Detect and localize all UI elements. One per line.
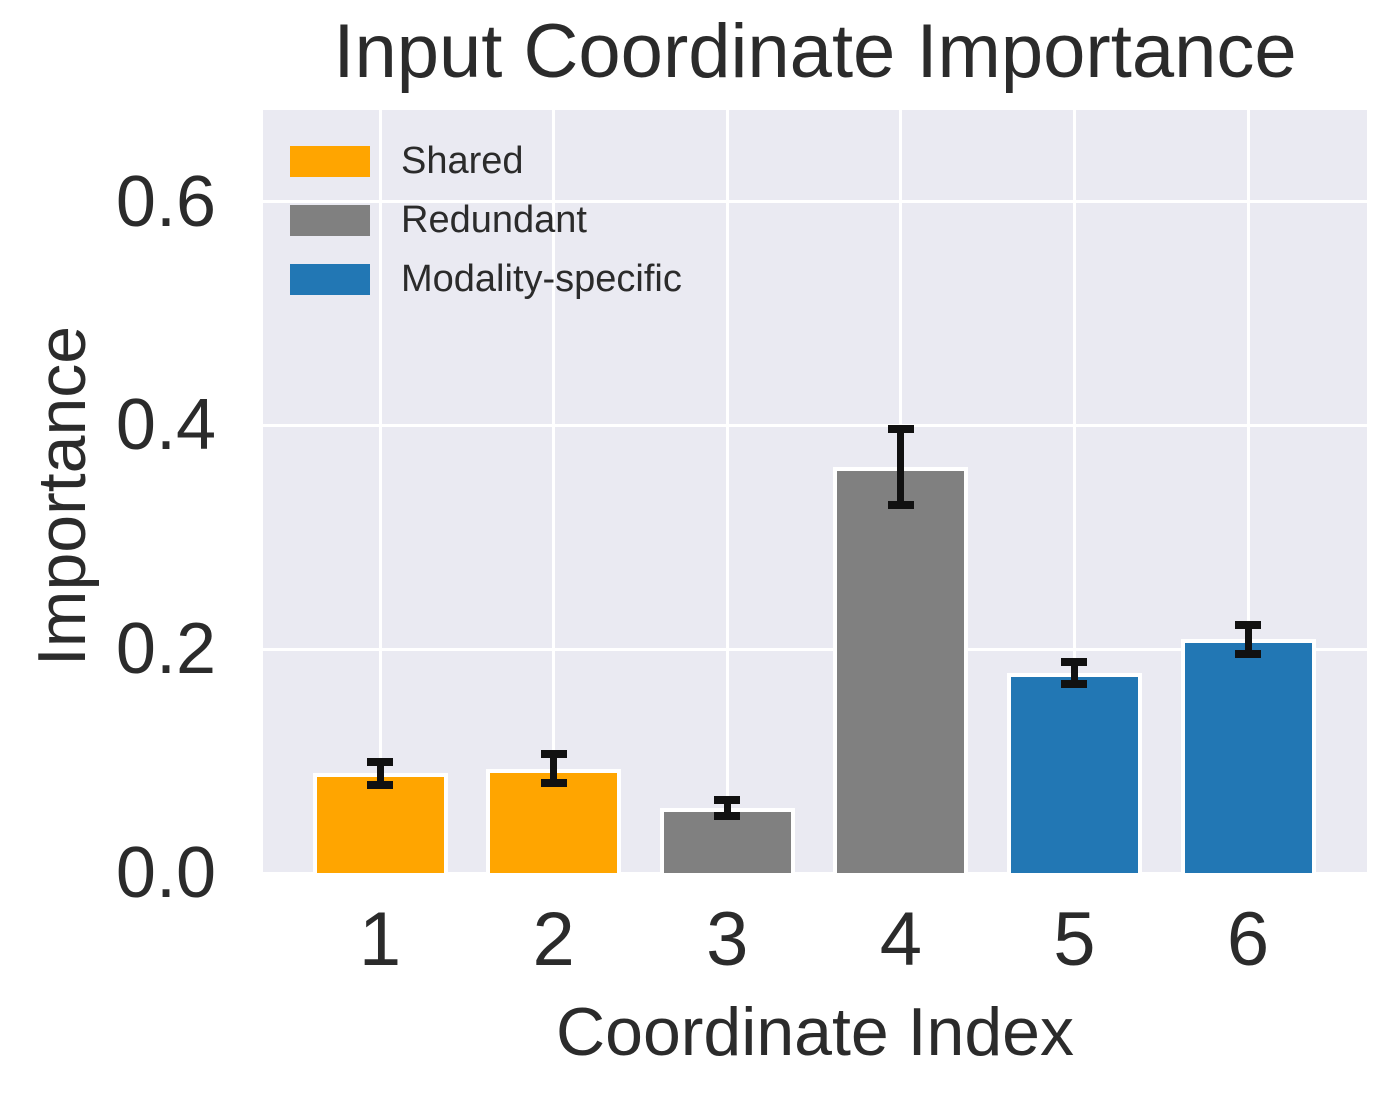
error-bar-stem [1244, 624, 1252, 654]
error-bar-cap [1235, 649, 1262, 658]
x-tick-label: 5 [1053, 897, 1096, 982]
legend: Shared Redundant Modality-specific [290, 142, 682, 298]
gridline-vertical [1072, 110, 1076, 873]
x-axis-label: Coordinate Index [556, 994, 1074, 1070]
error-bar-cap [887, 500, 914, 509]
y-tick-label: 0.4 [115, 385, 216, 466]
legend-swatch [290, 204, 370, 236]
error-bar-cap [540, 750, 567, 759]
legend-item-redundant: Redundant [290, 201, 682, 239]
gridline-vertical [1246, 110, 1250, 873]
x-tick-label: 2 [532, 897, 575, 982]
error-bar-cap [367, 758, 394, 767]
legend-label: Shared [401, 140, 524, 182]
x-tick-label: 1 [358, 897, 402, 982]
y-tick-label: 0.0 [115, 833, 216, 913]
error-bar-cap [540, 779, 567, 788]
x-tick-label: 6 [1226, 897, 1270, 982]
error-bar-stem [897, 428, 905, 505]
gridline-vertical [552, 110, 556, 873]
bar-coordinate-5 [1006, 672, 1142, 873]
legend-swatch [290, 263, 370, 295]
error-bar-cap [367, 780, 394, 789]
legend-item-shared: Shared [290, 142, 682, 180]
error-bar-cap [714, 796, 741, 805]
gridline-horizontal [263, 871, 1367, 875]
error-bar-cap [714, 811, 741, 820]
gridline-horizontal [263, 647, 1367, 651]
y-tick-label: 0.6 [115, 161, 216, 242]
legend-swatch [290, 145, 370, 177]
bar-coordinate-6 [1180, 639, 1316, 873]
error-bar-stem [1070, 661, 1078, 684]
x-tick-label: 3 [706, 897, 749, 982]
x-tick-label: 4 [879, 897, 922, 982]
legend-label: Modality-specific [401, 258, 682, 300]
error-bar-cap [887, 424, 914, 433]
error-bar-stem [376, 762, 384, 785]
error-bar-stem [723, 800, 731, 816]
bar-coordinate-4 [833, 466, 969, 873]
error-bar-cap [1061, 657, 1088, 666]
gridline-horizontal [263, 423, 1367, 427]
chart-title: Input Coordinate Importance [333, 9, 1297, 94]
bar-coordinate-1 [312, 773, 448, 873]
y-axis-label: Importance [24, 325, 100, 667]
error-bar-cap [1061, 679, 1088, 688]
gridline-vertical [725, 110, 729, 873]
legend-item-modality-specific: Modality-specific [290, 260, 682, 298]
gridline-vertical [378, 110, 382, 873]
plot-area: Shared Redundant Modality-specific [263, 110, 1367, 875]
gridline-horizontal [263, 200, 1367, 204]
y-tick-label: 0.2 [115, 609, 216, 690]
error-bar-cap [1235, 620, 1262, 629]
legend-label: Redundant [401, 199, 587, 241]
error-bar-stem [550, 754, 558, 784]
